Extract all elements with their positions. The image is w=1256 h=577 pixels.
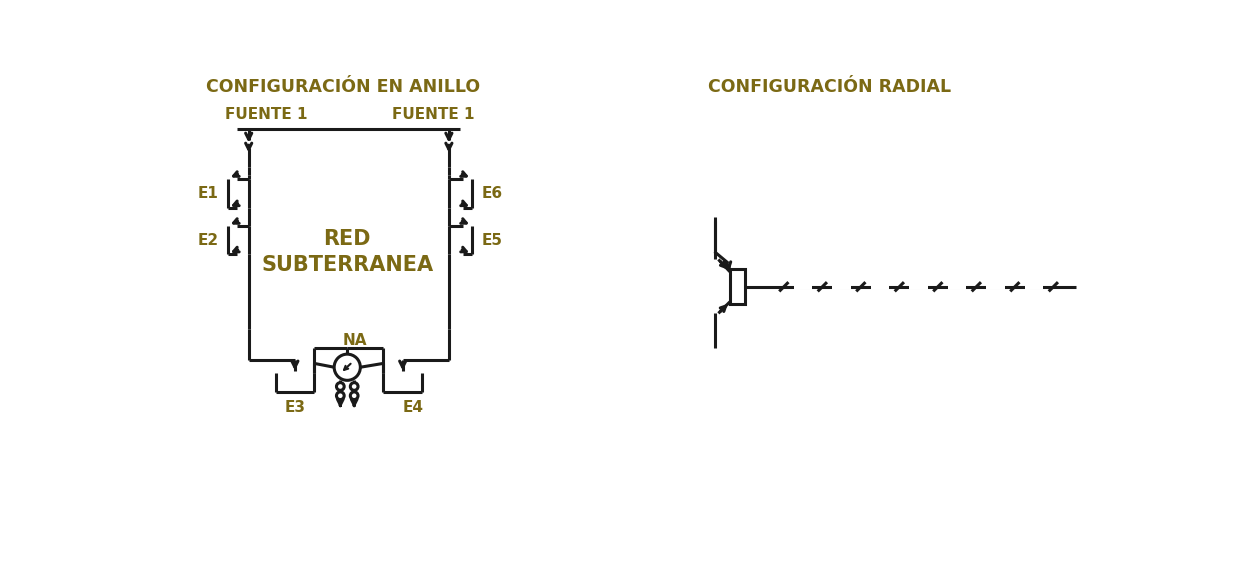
Text: CONFIGURACIÓN EN ANILLO: CONFIGURACIÓN EN ANILLO [206,78,480,96]
Text: E6: E6 [481,186,502,201]
Text: E1: E1 [197,186,219,201]
Text: FUENTE 1: FUENTE 1 [225,107,308,122]
Text: RED
SUBTERRANEA: RED SUBTERRANEA [261,228,433,275]
Text: E2: E2 [197,233,219,248]
Text: E4: E4 [403,399,423,414]
Text: NA: NA [343,333,367,348]
Text: CONFIGURACIÓN RADIAL: CONFIGURACIÓN RADIAL [708,78,952,96]
Text: E3: E3 [284,399,305,414]
Bar [730,269,745,304]
Text: FUENTE 1: FUENTE 1 [392,107,475,122]
Text: E5: E5 [481,233,502,248]
